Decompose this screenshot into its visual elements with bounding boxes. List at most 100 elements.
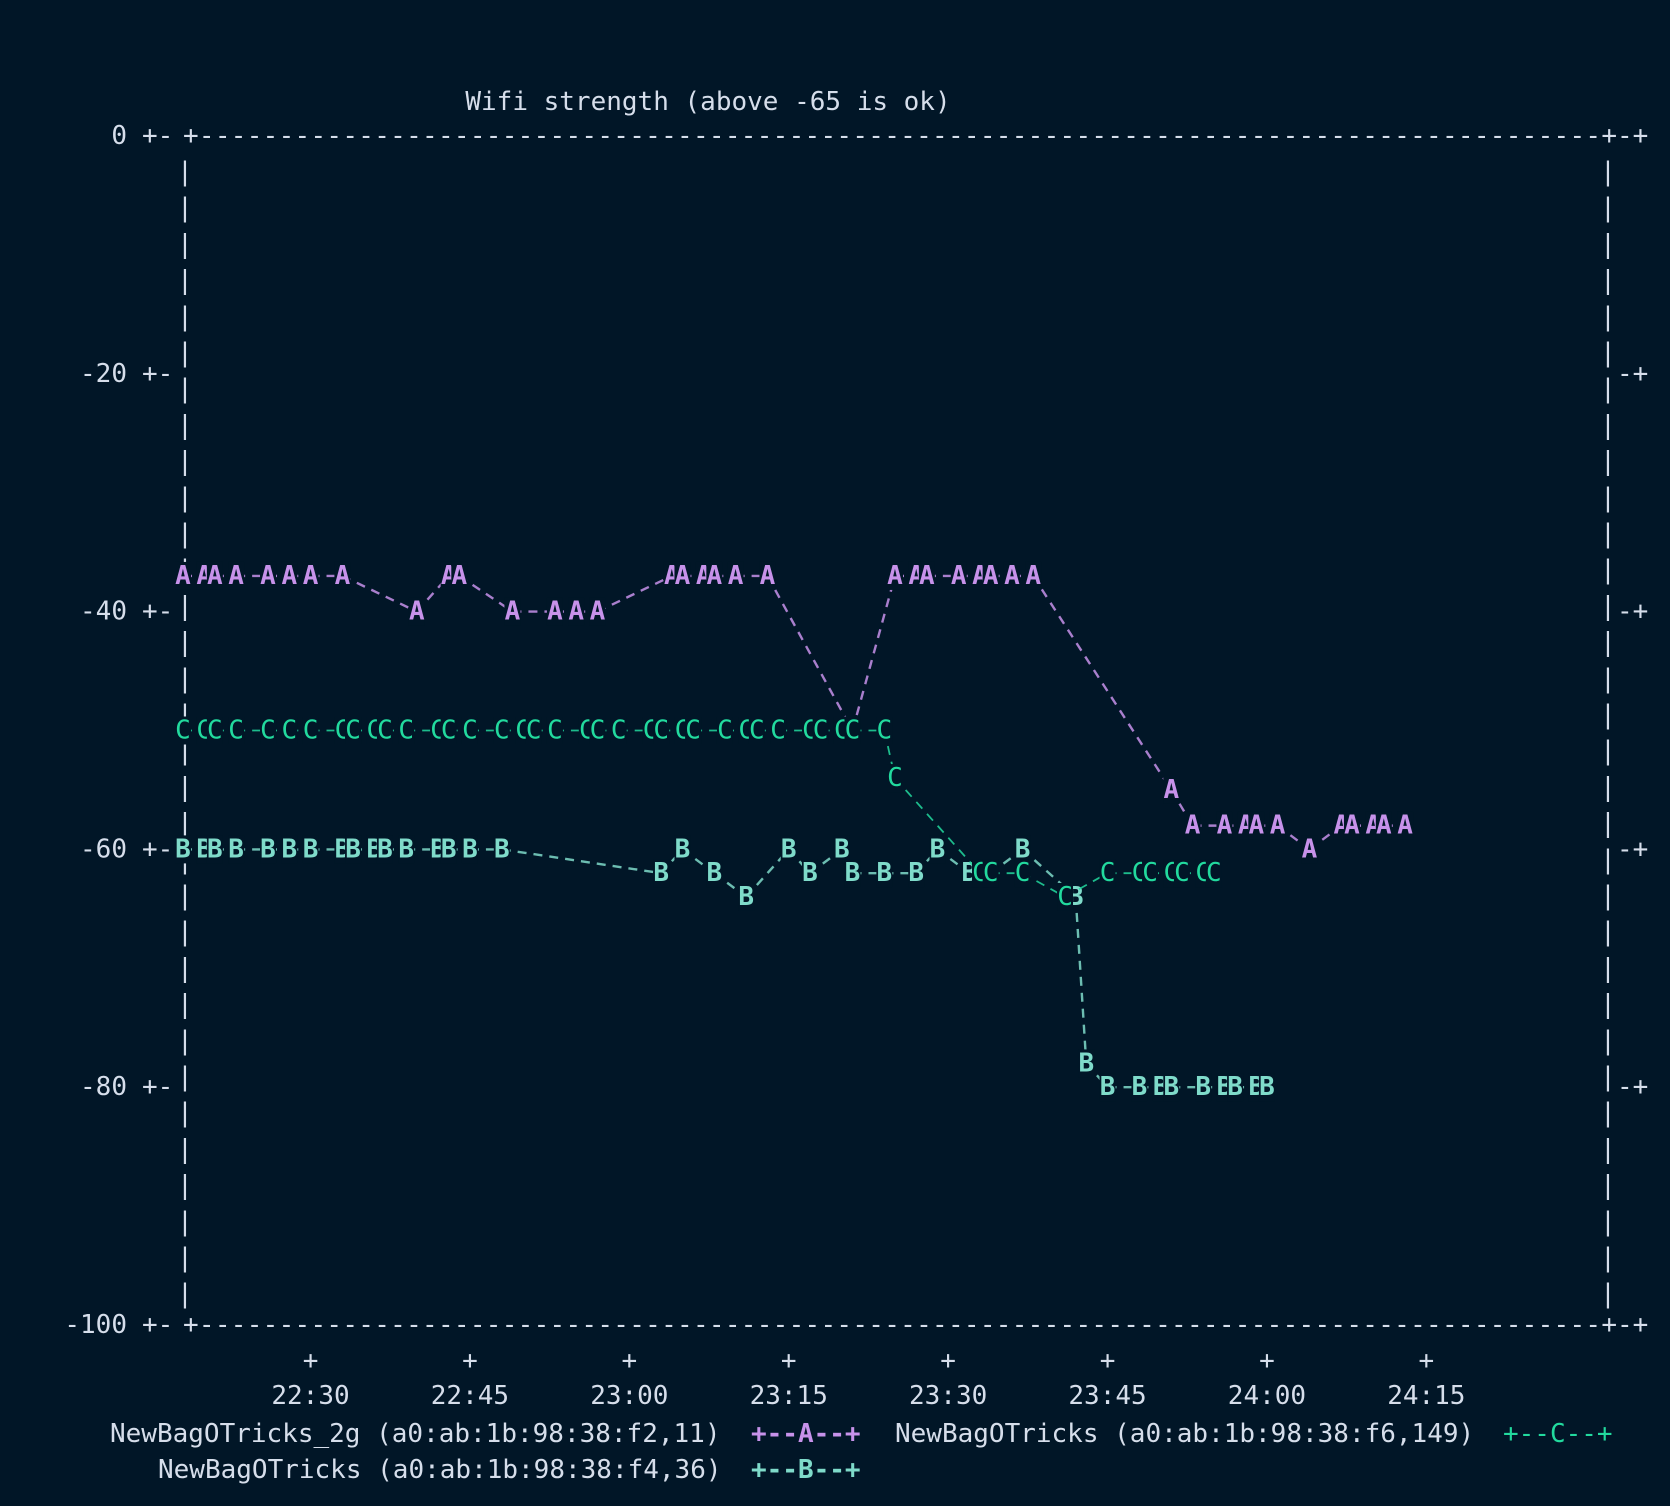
series-b-marker-bg bbox=[1078, 1049, 1095, 1078]
series-b-marker-bg bbox=[929, 835, 946, 864]
series-b-marker-bg bbox=[376, 835, 393, 864]
frame-right-border: | bbox=[1600, 664, 1616, 694]
x-tick-label: 24:00 bbox=[1228, 1381, 1306, 1411]
series-c-marker-bg bbox=[1099, 859, 1116, 888]
series-b-point: B bbox=[781, 834, 797, 864]
legend-entry-b-label: NewBagOTricks (a0:ab:1b:98:38:f4,36) bbox=[158, 1455, 722, 1485]
series-a-point: A bbox=[1344, 811, 1360, 841]
series-a-point: A bbox=[707, 561, 723, 591]
y-tick-label: -80 bbox=[80, 1072, 127, 1102]
series-a-marker-bg bbox=[1248, 811, 1265, 840]
series-c-marker-bg bbox=[716, 716, 733, 745]
series-b-point: B bbox=[1132, 1072, 1148, 1102]
series-b-point: B bbox=[845, 858, 861, 888]
series-c-point: C bbox=[685, 716, 701, 746]
series-a-point: A bbox=[175, 561, 191, 591]
series-b-point: B bbox=[930, 834, 946, 864]
frame-right-border: | bbox=[1600, 374, 1616, 404]
frame-left-border: | bbox=[177, 338, 193, 368]
series-a-point: A bbox=[451, 561, 467, 591]
series-c-point: C bbox=[441, 716, 457, 746]
series-b-marker-bg bbox=[653, 859, 670, 888]
series-c-marker-bg bbox=[1014, 859, 1031, 888]
frame-right-border: | bbox=[1600, 881, 1616, 911]
series-a-point: A bbox=[590, 597, 606, 627]
series-c-point: C bbox=[1206, 858, 1222, 888]
series-b-point: B bbox=[260, 834, 276, 864]
frame-left-border: | bbox=[177, 1062, 193, 1092]
series-a-point: A bbox=[1270, 811, 1286, 841]
series-a-point: A bbox=[1163, 775, 1179, 805]
frame-left-border: | bbox=[177, 1243, 193, 1273]
series-c-point: C bbox=[887, 763, 903, 793]
legend-entry-b-key: +--B--+ bbox=[751, 1455, 861, 1485]
series-b-point: B bbox=[1078, 1048, 1094, 1078]
x-tick-label: 23:45 bbox=[1068, 1381, 1146, 1411]
series-c-marker-bg bbox=[345, 716, 362, 745]
series-c-marker-bg bbox=[1205, 859, 1222, 888]
series-c-point: C bbox=[611, 716, 627, 746]
series-c-point: C bbox=[653, 716, 669, 746]
series-a-marker-bg bbox=[1375, 811, 1392, 840]
series-b-point: B bbox=[1259, 1072, 1275, 1102]
series-c-marker-bg bbox=[876, 716, 893, 745]
series-b-marker-bg bbox=[206, 835, 223, 864]
series-c-point: C bbox=[462, 716, 478, 746]
legend-entry-c-key: +--C--+ bbox=[1503, 1419, 1613, 1449]
series-a-point: A bbox=[675, 561, 691, 591]
series-b-marker-bg bbox=[738, 882, 755, 911]
series-c-point: C bbox=[983, 858, 999, 888]
series-a-point: A bbox=[335, 561, 351, 591]
series-b-point: B bbox=[1163, 1072, 1179, 1102]
series-c-point: C bbox=[281, 716, 297, 746]
series-a-segment bbox=[341, 574, 418, 613]
y-axis: 0 +- -+-20 +- -+-40 +- -+-60 +- -+-80 +- -+-100 +- -… bbox=[64, 121, 1648, 1340]
series-a-marker-bg bbox=[1301, 835, 1318, 864]
series-a-point: A bbox=[207, 561, 223, 591]
series-c-point: C bbox=[494, 716, 510, 746]
series-b-marker-bg bbox=[801, 859, 818, 888]
frame-left-border: | bbox=[177, 809, 193, 839]
frame-left-border: | bbox=[177, 628, 193, 658]
legend-entry-a-label: NewBagOTricks_2g (a0:ab:1b:98:38:f2,11) bbox=[110, 1419, 720, 1449]
series-c-marker-bg bbox=[748, 716, 765, 745]
series-a-marker-bg bbox=[887, 561, 903, 590]
series-b-marker-bg bbox=[398, 835, 415, 864]
frame-right-border: | bbox=[1600, 1098, 1616, 1128]
series-c-point: C bbox=[877, 716, 893, 746]
series-a-point: A bbox=[1397, 811, 1413, 841]
frame-right-border: | bbox=[1600, 809, 1616, 839]
frame-right-border: | bbox=[1600, 1134, 1616, 1164]
series-a-marker-bg bbox=[302, 561, 319, 590]
series-a-marker-bg bbox=[1025, 561, 1042, 590]
frame-left-border: | bbox=[177, 591, 193, 621]
series-c-marker-bg bbox=[302, 716, 319, 745]
series-c-point: C bbox=[770, 716, 786, 746]
frame-right-border: | bbox=[1600, 483, 1616, 513]
series-b-marker-bg bbox=[876, 859, 893, 888]
series-c-marker-bg bbox=[812, 716, 829, 745]
series-a-marker-bg bbox=[281, 561, 298, 590]
series-c-point: C bbox=[813, 716, 829, 746]
series-a-point: A bbox=[1025, 561, 1041, 591]
series-b-point: B bbox=[377, 834, 393, 864]
series-a-marker-bg bbox=[1163, 775, 1180, 804]
series-c-marker-bg bbox=[610, 716, 627, 745]
series-a-point: A bbox=[547, 597, 563, 627]
y-tick-label: -20 bbox=[80, 359, 127, 389]
frame-right-border: | bbox=[1600, 736, 1616, 766]
series-a-marker-bg bbox=[451, 561, 468, 590]
series-c-point: C bbox=[749, 716, 765, 746]
series-b-point: B bbox=[281, 834, 297, 864]
series-b-point: B bbox=[675, 834, 691, 864]
series-b-point: B bbox=[1195, 1072, 1211, 1102]
frame-left-border: | bbox=[177, 302, 193, 332]
legend-entry-c-label: NewBagOTricks (a0:ab:1b:98:38:f6,149) bbox=[895, 1419, 1474, 1449]
series-c-marker-bg bbox=[1173, 859, 1190, 888]
series-a-point: A bbox=[1217, 811, 1233, 841]
frame-left-border: | bbox=[177, 1279, 193, 1309]
series-c-marker-bg bbox=[685, 716, 702, 745]
series-b-marker-bg bbox=[228, 835, 245, 864]
